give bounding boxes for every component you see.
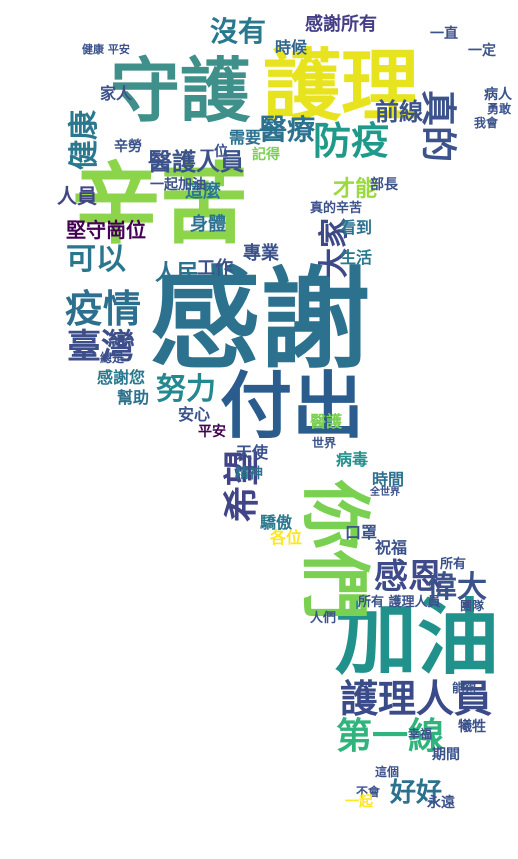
word: 能夠 [452,681,477,695]
word: 身體 [190,214,226,235]
word: 守護 [110,49,250,132]
word: 人民 [155,260,200,286]
word: 病人 [484,87,512,103]
word: 全世界 [370,487,400,498]
word: 一起 [345,794,373,810]
word: 感謝您 [97,368,146,387]
word: 護理 [263,41,420,132]
word: 部長 [370,177,398,193]
word: 勇敢 [487,102,512,116]
word: 幸福 [408,727,433,741]
word: 時間 [372,470,405,489]
word: 口罩 [345,523,378,542]
word: 疫情 [65,286,142,331]
word: 不會 [356,785,381,799]
word: 病毒 [336,450,369,469]
word: 各位 [270,528,303,547]
word: 護理人員 [340,676,493,721]
word: 生活 [340,248,373,267]
word: 感謝 [150,255,370,384]
word: 祝福 [375,538,408,557]
word: 好好 [390,778,443,808]
word: 才能 [333,176,378,202]
word: 期間 [432,747,460,763]
word: 所有 護理人員 [358,595,441,610]
word: 付出 [220,363,365,448]
word: 幫助 [117,388,150,407]
word: 家人 [100,84,133,103]
word: 專業 [243,243,279,264]
word: 防疫 [313,118,390,163]
word: 永遠 [427,795,455,811]
word: 天使 [236,443,269,462]
word: 犧牲 [458,719,486,735]
word: 安心 [178,405,211,424]
word: 需要 [229,128,262,147]
word: 真的辛苦 [310,201,363,216]
word: 辛苦 [72,152,249,256]
word: 我會 [474,116,499,130]
word: 沒有 [210,15,267,48]
word: 世界 [312,436,337,450]
word: 平安 [198,424,226,440]
word: 臺灣 [67,327,135,367]
word: 人們 [310,611,337,626]
word: 醫護 [310,412,343,431]
word: 加油 [335,590,500,686]
word: 這個 [375,765,400,779]
word: 看到 [340,218,373,237]
word: 醫療 [259,113,316,146]
word: 團隊 [460,599,485,613]
word: 工作 [197,258,233,279]
word: 醫護人員 [148,147,244,176]
word: 努力 [156,372,216,407]
word: 第一線 [336,715,445,757]
word: 時候 [275,38,308,57]
word: 總是 [100,351,125,365]
word: 一直 [430,26,458,42]
word: 前線 [375,97,423,126]
word: 一起加油 [150,177,206,193]
word: 這麼 [185,181,221,202]
word: 感謝所有 [305,14,377,35]
word: 所有 [440,557,467,572]
word: 驕傲 [260,513,293,532]
word: 真的 [417,90,459,163]
word: 一位 [200,144,228,160]
word: 人員 [57,184,97,208]
word: 一定 [468,43,496,59]
word: 偉大 [427,570,487,605]
word: 可以 [66,242,126,277]
word: 精神 [235,466,263,482]
word: 堅守崗位 [66,218,146,242]
word: 辛勞 [114,139,142,155]
word: 感恩 [374,557,442,597]
word: 健康 平安 [82,43,130,56]
word: 記得 [252,147,280,163]
word: 健康 [67,110,102,170]
